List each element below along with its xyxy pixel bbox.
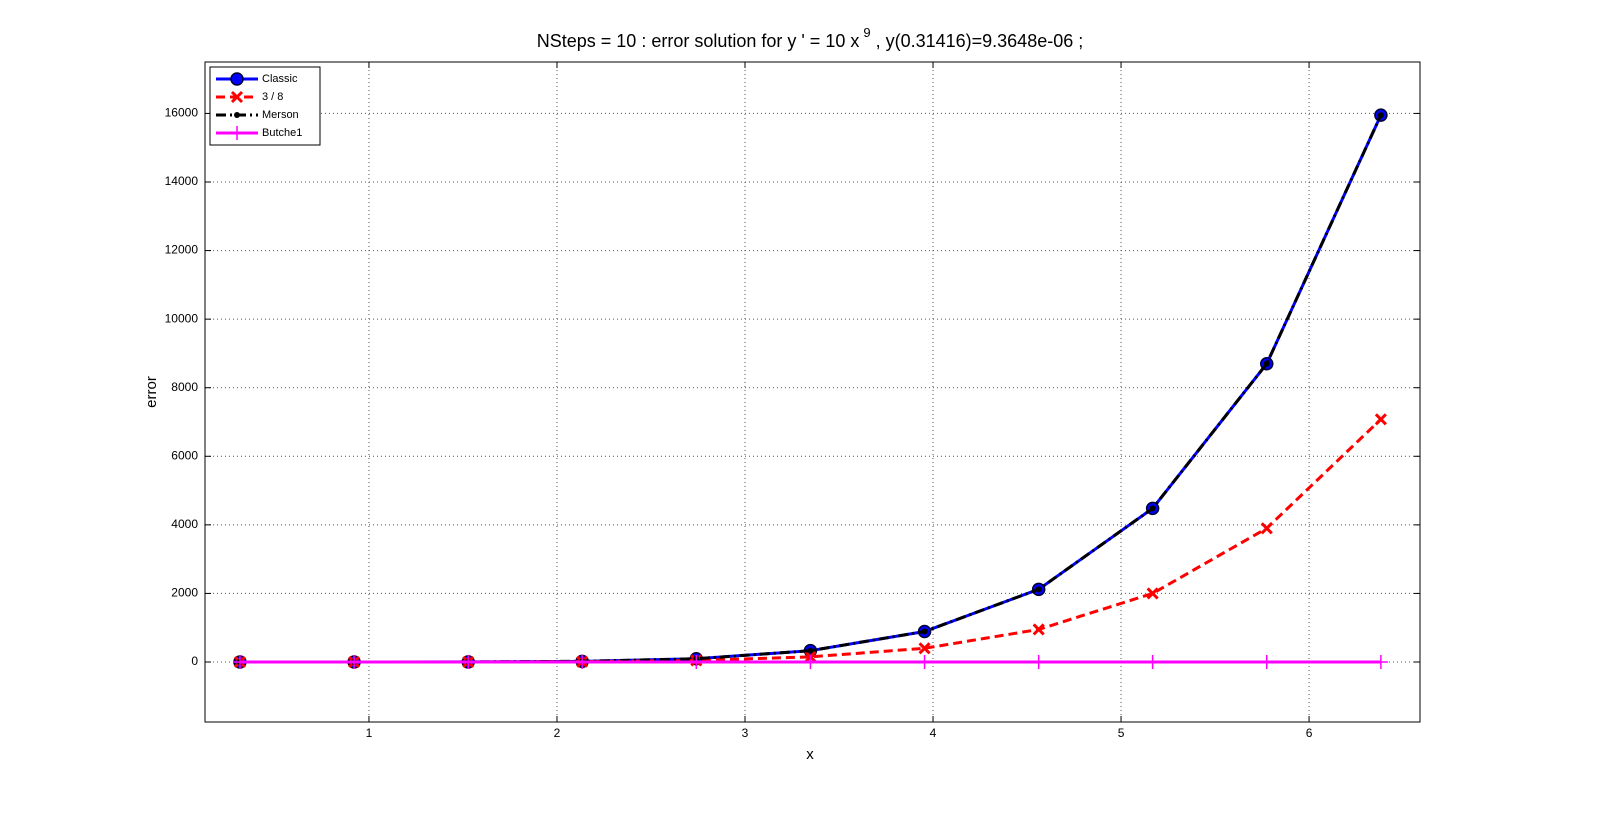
y-tick-label: 4000 [171,517,198,531]
marker [1145,655,1160,669]
marker [1377,112,1384,119]
legend-label: Butche1 [262,127,302,139]
plot-frame [204,61,1421,723]
marker [917,655,932,669]
marker [807,647,814,654]
marker [1259,655,1274,669]
marker [230,72,244,86]
x-tick-label: 2 [554,726,561,740]
y-tick-label: 6000 [171,448,198,462]
marker [1374,413,1387,426]
legend-label: Classic [262,73,298,85]
marker [1031,655,1046,669]
marker [803,655,818,669]
y-tick-label: 10000 [165,311,199,325]
y-tick-label: 12000 [165,243,199,257]
legend-label: 3 / 8 [262,91,283,103]
marker [921,628,928,635]
marker [1032,623,1045,636]
marker [230,126,244,140]
y-axis-label: error [143,376,160,408]
title-superscript: 9 [863,25,870,40]
x-tick-label: 3 [742,726,749,740]
marker [461,655,476,669]
marker [1263,360,1270,367]
marker [1149,505,1156,512]
y-tick-label: 8000 [171,380,198,394]
x-tick-label: 6 [1306,726,1313,740]
x-tick-label: 1 [366,726,373,740]
chart-title: NSteps = 10 : error solution for y ' = 1… [537,25,1083,50]
y-tick-label: 2000 [171,586,198,600]
marker [232,655,247,669]
y-tick-label: 16000 [165,106,199,120]
marker [234,112,240,118]
marker [1260,522,1273,535]
series-line [239,114,1383,664]
marker [918,642,931,655]
title-part: , y(0.31416)=9.3648e-06 ; [871,31,1084,51]
x-axis-label: x [806,746,814,763]
x-tick-label: 5 [1118,726,1125,740]
marker [230,90,244,104]
marker [347,655,362,669]
x-tick-label: 4 [930,726,937,740]
legend-label: Merson [262,109,299,121]
title-part: NSteps = 10 : error solution for y ' = 1… [537,31,860,51]
y-tick-label: 14000 [165,174,199,188]
marker [1146,587,1159,600]
marker [575,655,590,669]
marker [1035,586,1042,593]
marker [689,655,704,669]
marker [1373,655,1388,669]
y-tick-label: 0 [191,654,198,668]
